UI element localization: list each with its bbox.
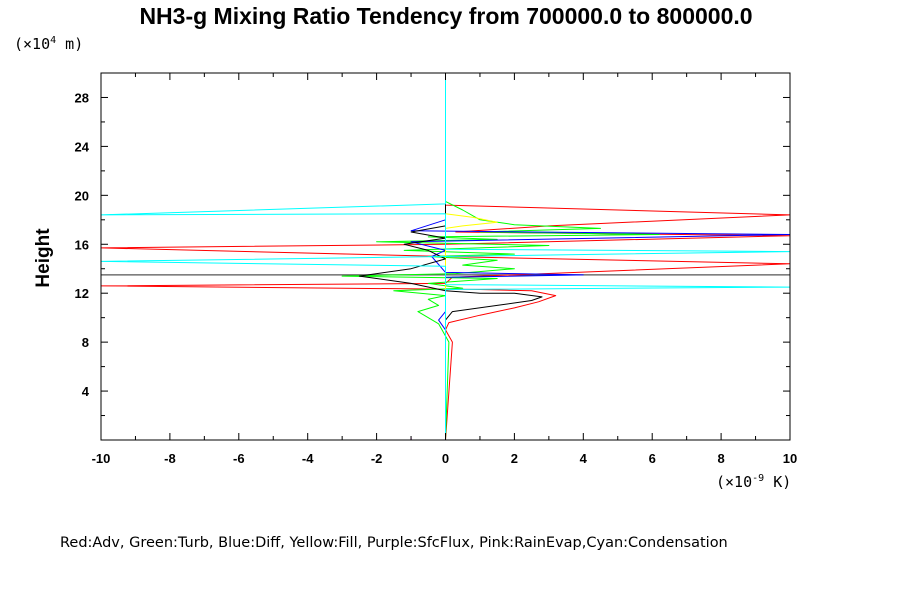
x-tick-label-7: 4	[580, 451, 588, 466]
y-unit-suffix: m)	[56, 35, 83, 53]
x-tick-label-1: -8	[164, 451, 176, 466]
legend-text: Red:Adv, Green:Turb, Blue:Diff, Yellow:F…	[60, 535, 728, 551]
series-line-1	[341, 73, 660, 440]
series-line-2	[410, 73, 790, 440]
x-unit-exponent: -9	[752, 473, 764, 484]
x-tick-label-6: 2	[511, 451, 518, 466]
x-unit-prefix: (×10	[716, 473, 752, 491]
x-tick-label-9: 8	[717, 451, 724, 466]
series-line-5	[101, 73, 790, 440]
y-tick-label-6: 28	[75, 90, 89, 105]
chart-title: NH3-g Mixing Ratio Tendency from 700000.…	[139, 3, 752, 29]
x-tick-label-10: 10	[783, 451, 797, 466]
y-unit-exponent: 4	[50, 35, 56, 46]
x-axis-unit: (×10-9 K)	[716, 473, 791, 491]
series-layer	[101, 73, 790, 440]
y-axis-unit: (×104 m)	[14, 35, 83, 53]
y-tick-label-5: 24	[75, 139, 90, 154]
y-tick-label-2: 12	[75, 286, 89, 301]
x-unit-suffix: K)	[764, 473, 791, 491]
y-tick-label-0: 4	[82, 384, 90, 399]
x-tick-label-2: -6	[233, 451, 245, 466]
plot-frame	[100, 72, 791, 441]
y-tick-label-1: 8	[82, 335, 89, 350]
y-unit-prefix: (×10	[14, 35, 50, 53]
x-tick-label-4: -2	[371, 451, 383, 466]
y-tick-label-3: 16	[75, 237, 89, 252]
series-line-4	[358, 73, 543, 440]
x-tick-label-8: 6	[649, 451, 656, 466]
x-tick-label-5: 0	[442, 451, 449, 466]
y-tick-label-4: 20	[75, 188, 89, 203]
x-tick-label-3: -4	[302, 451, 314, 466]
x-tick-label-0: -10	[92, 451, 111, 466]
y-axis-label: Height	[33, 228, 54, 288]
